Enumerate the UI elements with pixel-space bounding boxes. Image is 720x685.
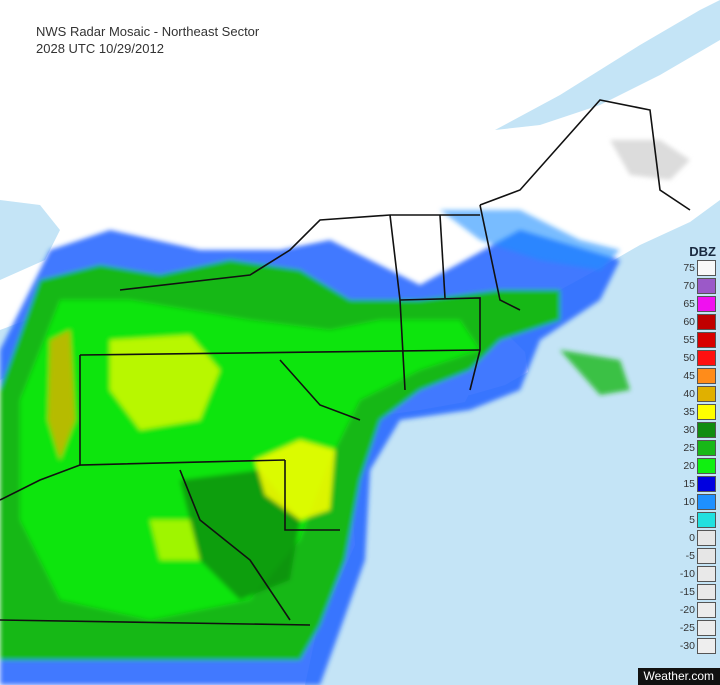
legend-swatch [697,512,716,528]
legend-label: 25 [683,442,695,454]
legend-item: 55 [674,331,718,349]
legend-label: 30 [683,424,695,436]
legend-swatch [697,404,716,420]
legend-label: -10 [679,568,695,580]
legend-swatch [697,566,716,582]
legend-swatch [697,278,716,294]
legend-label: 75 [683,262,695,274]
legend-item: 25 [674,439,718,457]
legend-item: 35 [674,403,718,421]
legend-item: 75 [674,259,718,277]
legend-item: 45 [674,367,718,385]
legend-label: 65 [683,298,695,310]
st-lawrence-river [495,0,720,130]
legend-swatch [697,314,716,330]
legend-label: 45 [683,370,695,382]
legend-label: 35 [683,406,695,418]
legend-item: -20 [674,601,718,619]
legend-item: -25 [674,619,718,637]
legend-swatch [697,296,716,312]
legend-swatch [697,422,716,438]
state-borders [0,99,691,626]
legend-label: 50 [683,352,695,364]
legend-unit: DBZ [689,244,716,259]
legend-item: 50 [674,349,718,367]
legend-item: -30 [674,637,718,655]
map-timestamp: 2028 UTC 10/29/2012 [36,41,164,56]
legend-swatch [697,332,716,348]
legend-swatch [697,458,716,474]
legend-swatch [697,440,716,456]
legend-label: 0 [689,532,695,544]
legend-swatch [697,584,716,600]
legend-item: 0 [674,529,718,547]
legend-swatch [697,368,716,384]
legend-swatch [697,638,716,654]
legend-label: -25 [679,622,695,634]
legend-swatch [697,386,716,402]
legend-label: 55 [683,334,695,346]
legend-swatch [697,260,716,276]
legend-item: 40 [674,385,718,403]
weather-com-credit: Weather.com [637,668,720,685]
legend-label: 15 [683,478,695,490]
legend-rows: 75 70 65 60 55 50 45 40 35 30 25 20 15 10 5 0 -5 -10 -15 -2… [674,259,718,655]
legend-label: 40 [683,388,695,400]
legend-item: 60 [674,313,718,331]
legend-item: -5 [674,547,718,565]
legend-item: 70 [674,277,718,295]
legend-swatch [697,494,716,510]
legend-label: -15 [679,586,695,598]
legend-label: -5 [685,550,695,562]
legend-label: 5 [689,514,695,526]
map-title: NWS Radar Mosaic - Northeast Sector [36,24,260,39]
legend-item: 15 [674,475,718,493]
legend-item: -15 [674,583,718,601]
legend-swatch [697,350,716,366]
legend-swatch [697,476,716,492]
legend-label: -30 [679,640,695,652]
dbz-legend: DBZ 75 70 65 60 55 50 45 40 35 30 25 20 15 10 5 0 -5 -10-… [674,244,718,655]
legend-swatch [697,620,716,636]
legend-item: 65 [674,295,718,313]
legend-swatch [697,548,716,564]
legend-swatch [697,530,716,546]
legend-swatch [697,602,716,618]
legend-label: -20 [679,604,695,616]
legend-item: -10 [674,565,718,583]
legend-label: 10 [683,496,695,508]
legend-item: 5 [674,511,718,529]
legend-label: 20 [683,460,695,472]
legend-label: 60 [683,316,695,328]
legend-label: 70 [683,280,695,292]
legend-item: 20 [674,457,718,475]
legend-item: 30 [674,421,718,439]
legend-item: 10 [674,493,718,511]
map-title-block: NWS Radar Mosaic - Northeast Sector 2028… [36,23,259,57]
